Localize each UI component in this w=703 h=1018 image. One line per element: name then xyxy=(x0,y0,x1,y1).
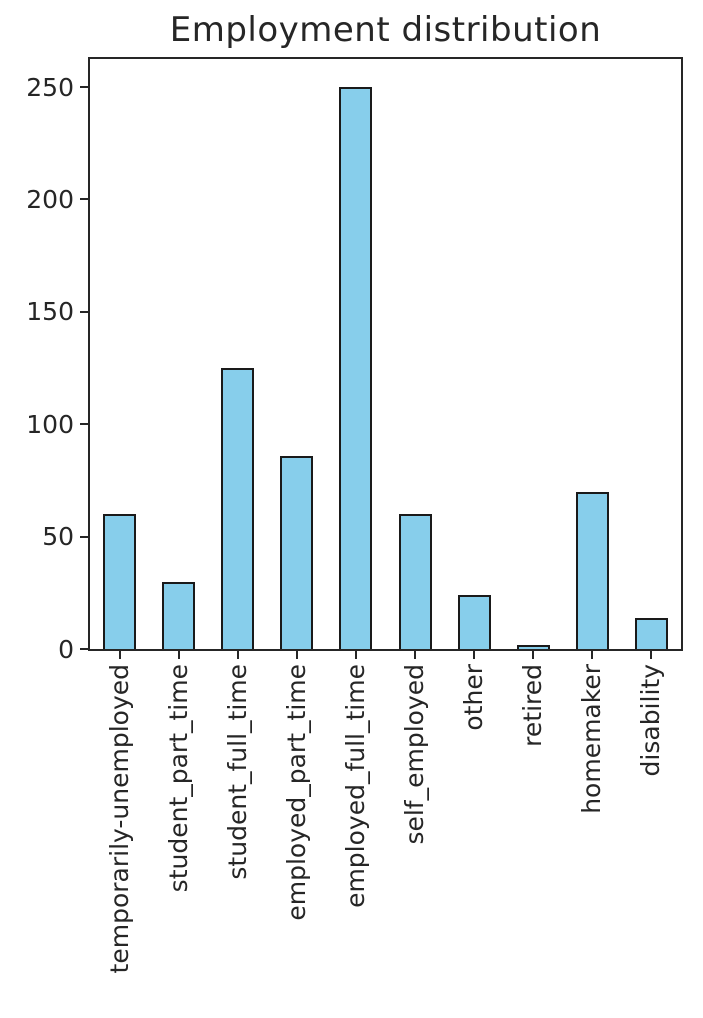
chart-title: Employment distribution xyxy=(169,10,602,50)
x-axis-tick-label-other: other xyxy=(459,664,489,731)
x-axis-tick-label-student_full_time: student_full_time xyxy=(222,664,252,880)
y-axis-tick xyxy=(80,198,88,201)
x-axis-tick xyxy=(591,651,594,659)
y-axis-tick xyxy=(80,86,88,89)
x-axis-tick-label-employed_full_time: employed_full_time xyxy=(340,664,370,908)
bar-student_part_time xyxy=(162,581,196,649)
x-axis-tick-label-temporarily-unemployed: temporarily-unemployed xyxy=(104,664,134,974)
x-axis-tick xyxy=(650,651,653,659)
bar-employed_full_time xyxy=(339,87,373,649)
x-axis-tick-label-employed_part_time: employed_part_time xyxy=(281,664,311,921)
bar-disability xyxy=(634,617,668,649)
bar-employed_part_time xyxy=(280,455,314,649)
y-axis-tick-label: 200 xyxy=(26,184,74,214)
bar-self_employed xyxy=(398,514,432,649)
y-axis-tick-label: 100 xyxy=(26,409,74,439)
y-axis-tick-label: 0 xyxy=(58,634,74,664)
x-axis-tick xyxy=(354,651,357,659)
x-axis-tick-label-disability: disability xyxy=(636,664,666,777)
x-axis-tick-label-self_employed: self_employed xyxy=(400,664,430,845)
bar-homemaker xyxy=(575,491,609,649)
x-axis-tick xyxy=(118,651,121,659)
y-axis-tick xyxy=(80,648,88,650)
bar-temporarily-unemployed xyxy=(103,514,137,649)
x-axis-tick xyxy=(177,651,180,659)
x-axis-tick xyxy=(414,651,417,659)
y-axis-tick xyxy=(80,535,88,538)
x-axis-tick-label-student_part_time: student_part_time xyxy=(163,664,193,893)
y-axis-tick xyxy=(80,310,88,313)
x-axis-tick xyxy=(473,651,476,659)
y-axis-tick-label: 150 xyxy=(26,297,74,327)
plot-area xyxy=(88,57,683,651)
x-axis-tick-label-homemaker: homemaker xyxy=(577,664,607,814)
y-axis-tick xyxy=(80,423,88,426)
x-axis-tick xyxy=(532,651,535,659)
x-axis-tick xyxy=(295,651,298,659)
y-axis-tick-label: 50 xyxy=(42,522,74,552)
x-axis-tick-label-retired: retired xyxy=(518,664,548,747)
bar-retired xyxy=(516,644,550,649)
x-axis-tick xyxy=(236,651,239,659)
y-axis-tick-label: 250 xyxy=(26,72,74,102)
bar-other xyxy=(457,595,491,649)
bar-student_full_time xyxy=(221,368,255,649)
